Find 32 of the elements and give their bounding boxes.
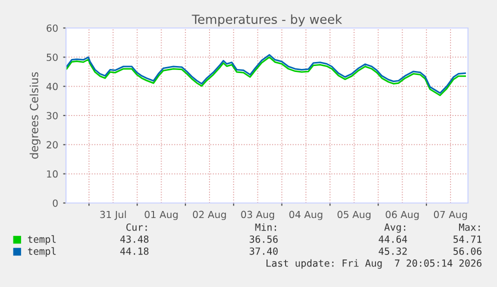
y-tick-label: 10: [47, 170, 58, 178]
legend-label: templ: [28, 235, 56, 245]
y-tick-label: 30: [46, 112, 58, 120]
text: 43.48: [120, 235, 148, 243]
y-tick-label: 20: [46, 141, 58, 148]
legend-label: templ: [28, 247, 56, 257]
y-tick-label: 0: [52, 199, 58, 207]
text: Max:: [459, 224, 480, 231]
text: 36.56: [250, 235, 278, 243]
y-axis-title: degrees Celsius: [30, 72, 40, 159]
text: 45.32: [378, 247, 407, 255]
text: Cur:: [126, 223, 147, 231]
text: 44.64: [378, 235, 408, 243]
text: Last update: Fri Aug 7 20:05:14 2026: [266, 259, 482, 269]
x-tick-label: 04 Aug: [289, 210, 322, 220]
text: Min:: [255, 223, 276, 231]
text: 56.06: [454, 247, 482, 255]
text: Avg:: [384, 224, 406, 233]
y-tick-label: 40: [46, 82, 58, 90]
x-tick-label: 31 Jul: [100, 210, 126, 220]
y-tick-label: 60: [46, 24, 58, 32]
x-tick-label: 06 Aug: [386, 210, 419, 220]
text: 54.71: [454, 236, 482, 243]
x-tick-label: 02 Aug: [192, 210, 226, 220]
chart-title: Temperatures - by week: [192, 14, 342, 26]
y-tick-label: 50: [46, 54, 58, 61]
x-tick-label: 03 Aug: [241, 210, 274, 220]
x-tick-label: 07 Aug: [434, 210, 467, 220]
text: 37.40: [250, 247, 278, 255]
x-tick-label: 01 Aug: [144, 210, 178, 220]
x-tick-label: 05 Aug: [338, 210, 370, 220]
text: 44.18: [120, 247, 148, 255]
